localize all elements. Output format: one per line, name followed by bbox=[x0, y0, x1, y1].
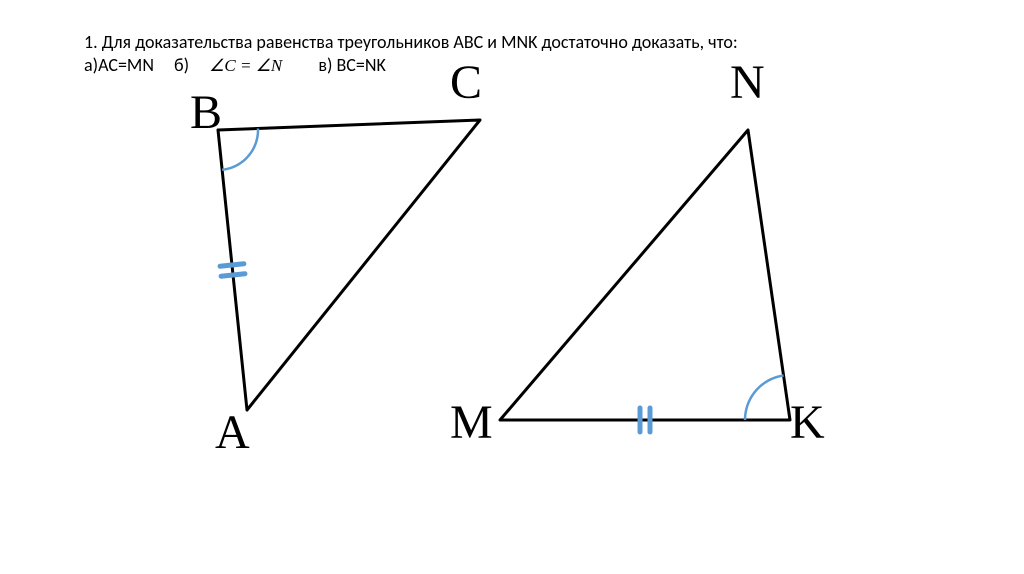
triangle-mnk bbox=[500, 130, 790, 432]
angle-arc-b bbox=[222, 128, 258, 169]
page-root: 1. Для доказательства равенства треуголь… bbox=[0, 0, 1024, 574]
vertex-label-k: K bbox=[790, 395, 825, 450]
triangle-abc-shape bbox=[218, 120, 480, 410]
angle-arc-k bbox=[745, 375, 784, 420]
vertex-label-n: N bbox=[730, 55, 765, 110]
vertex-label-a: A bbox=[215, 405, 250, 460]
triangle-mnk-shape bbox=[500, 130, 790, 420]
vertex-label-b: B bbox=[190, 85, 222, 140]
vertex-label-m: M bbox=[450, 395, 493, 450]
vertex-label-c: C bbox=[450, 55, 482, 110]
geometry-diagram bbox=[0, 0, 1024, 574]
triangle-abc bbox=[218, 120, 480, 410]
